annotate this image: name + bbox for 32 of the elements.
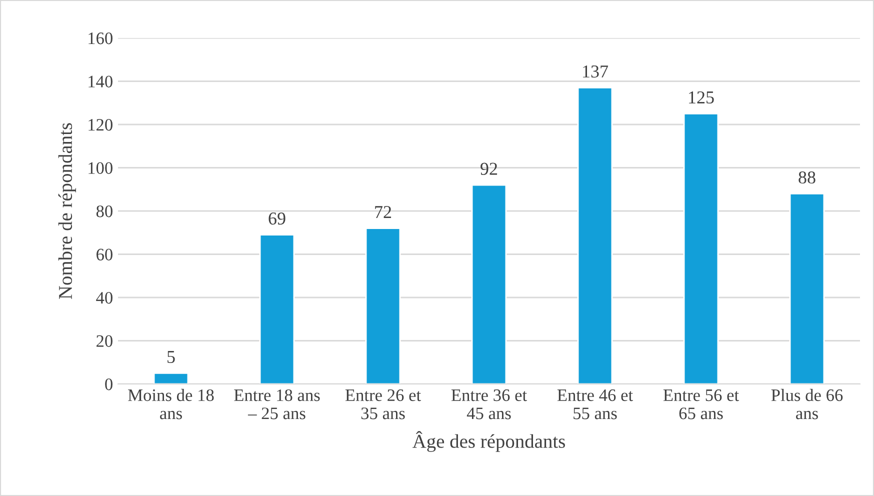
y-tick-label: 100 xyxy=(88,162,112,174)
y-tick-label: 40 xyxy=(96,292,112,304)
y-tick-label: 20 xyxy=(96,335,112,347)
x-tick-label: Entre 18 ans – 25 ans xyxy=(234,389,320,420)
x-tick-label: Moins de 18 ans xyxy=(128,388,214,420)
bar xyxy=(365,228,401,384)
data-label: 125 xyxy=(689,91,714,104)
x-tick-label: Entre 46 et 55 ans xyxy=(557,389,633,420)
y-tick-label: 0 xyxy=(105,378,112,390)
y-tick-label: 60 xyxy=(96,248,112,260)
y-tick-label: 80 xyxy=(96,205,112,218)
y-tick-label: 140 xyxy=(88,76,112,88)
data-label: 88 xyxy=(798,171,816,184)
data-label: 69 xyxy=(268,212,286,225)
y-axis-title: Nombre de répondants xyxy=(58,123,76,299)
x-tick-label: Plus de 66 ans xyxy=(771,388,843,420)
y-tick-label: 160 xyxy=(88,32,112,44)
data-label: 5 xyxy=(168,351,175,364)
bar xyxy=(259,234,295,384)
data-label: 72 xyxy=(375,206,392,218)
x-tick-label: Entre 36 et 45 ans xyxy=(451,389,527,420)
x-tick-label: Entre 56 et 65 ans xyxy=(663,389,739,420)
bar xyxy=(471,184,507,384)
data-label: 137 xyxy=(583,65,608,78)
x-tick-label: Entre 26 et 35 ans xyxy=(345,389,421,420)
bar xyxy=(153,372,189,384)
bar xyxy=(683,112,719,384)
bar xyxy=(577,87,613,384)
data-label: 92 xyxy=(480,162,498,175)
y-tick-label: 120 xyxy=(88,118,112,131)
bar xyxy=(789,193,825,384)
x-axis-title: Âge des répondants xyxy=(412,431,565,452)
